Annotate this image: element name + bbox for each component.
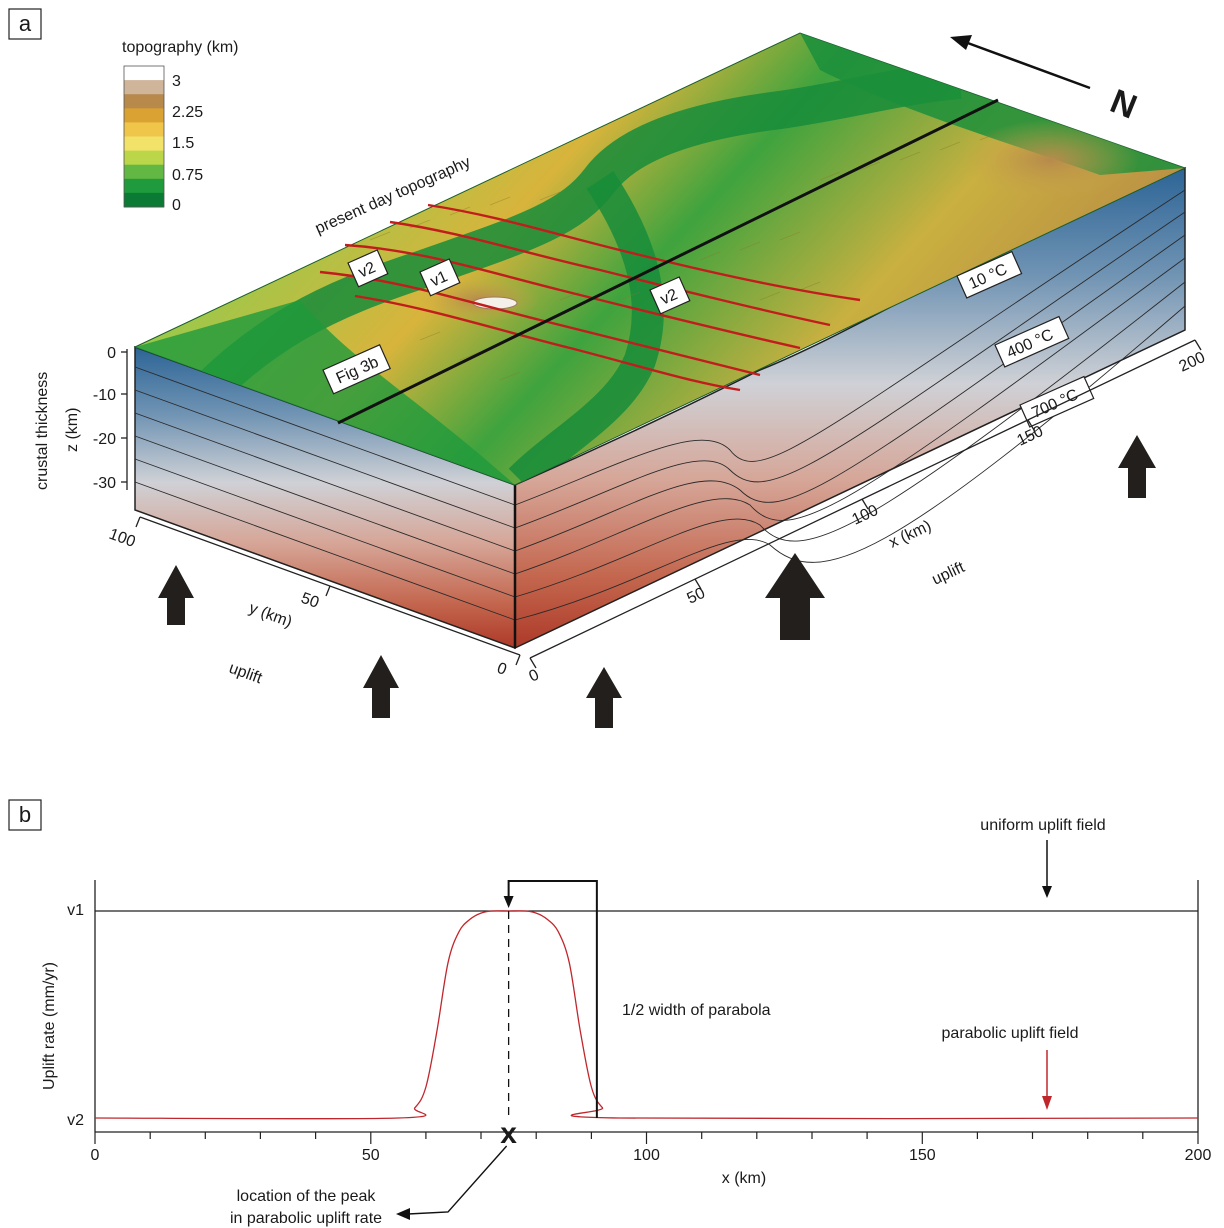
legend-swatch-6 bbox=[124, 150, 164, 166]
peak-label-line2: in parabolic uplift rate bbox=[230, 1210, 382, 1227]
uplift-label-left: uplift bbox=[227, 660, 265, 688]
zone-label-v2-left-text: v2 bbox=[356, 259, 378, 281]
chart-x-tick-100: 100 bbox=[633, 1147, 660, 1164]
legend-swatch-8 bbox=[124, 178, 164, 194]
legend-swatches bbox=[123, 65, 165, 208]
legend-title: topography (km) bbox=[122, 39, 239, 56]
zone-label-v2-left: v2 bbox=[347, 249, 389, 288]
half-width-label: 1/2 width of parabola bbox=[622, 1002, 771, 1019]
eastern-highland bbox=[960, 120, 1140, 200]
uniform-label: uniform uplift field bbox=[980, 817, 1105, 834]
block-layer-lines bbox=[134, 189, 1186, 621]
x-tick-0: 0 bbox=[527, 666, 542, 685]
half-width-arrowhead bbox=[503, 896, 514, 908]
z-tick-30: -30 bbox=[93, 475, 116, 492]
chart-x-label: x (km) bbox=[722, 1170, 766, 1187]
legend-swatch-3 bbox=[124, 108, 164, 123]
peak-label-line1: location of the peak bbox=[237, 1188, 377, 1205]
zone-label-v2-right: v2 bbox=[649, 276, 691, 315]
parabolic-arrow-head bbox=[1042, 1096, 1052, 1110]
topography-legend: topography (km) 3 2.25 1.5 0.75 0 bbox=[122, 39, 239, 214]
legend-swatch-0 bbox=[124, 66, 164, 81]
legend-swatch-1 bbox=[124, 80, 164, 95]
peak-pointer-arrowhead bbox=[396, 1208, 410, 1220]
y-tick-50: 50 bbox=[299, 590, 322, 612]
uplift-arrow-2 bbox=[363, 655, 399, 718]
panel-a-tag-text: a bbox=[19, 11, 32, 36]
z-axis-label-line2: z (km) bbox=[64, 408, 81, 452]
z-axis: 0 -10 -20 -30 crustal thickness z (km) bbox=[34, 345, 128, 492]
profile-line bbox=[337, 98, 999, 425]
legend-swatch-9 bbox=[124, 192, 164, 208]
x-tick-200: 200 bbox=[1177, 349, 1208, 376]
parabolic-label: parabolic uplift field bbox=[942, 1025, 1079, 1042]
legend-label-1-5: 1.5 bbox=[172, 135, 194, 152]
uniform-arrow-head bbox=[1042, 886, 1052, 898]
legend-swatch-5 bbox=[124, 136, 164, 152]
y-tick-0: 0 bbox=[495, 660, 509, 679]
legend-label-0-75: 0.75 bbox=[172, 167, 203, 184]
parabolic-uplift-curve bbox=[94, 910, 1199, 1120]
panel-b-tag: b bbox=[8, 799, 42, 831]
legend-swatch-7 bbox=[124, 164, 164, 180]
peak-pointer-line bbox=[407, 1145, 508, 1215]
north-label: N bbox=[1105, 82, 1142, 126]
half-width-bracket bbox=[507, 880, 598, 1118]
x-tick-50: 50 bbox=[685, 585, 708, 608]
chart-x-tick-0: 0 bbox=[91, 1147, 100, 1164]
uplift-zone-boundaries bbox=[319, 203, 861, 392]
z-axis-label-line1: crustal thickness bbox=[34, 372, 51, 490]
legend-label-2-25: 2.25 bbox=[172, 104, 203, 121]
x-tick-100: 100 bbox=[850, 502, 881, 529]
uplift-label-right: uplift bbox=[930, 559, 968, 589]
peak-marker: x bbox=[500, 1117, 517, 1150]
panel-b: b v1 v2 Uplift rate (mm/yr) x (km) 0 50 … bbox=[8, 799, 1211, 1227]
uplift-rate-chart: v1 v2 Uplift rate (mm/yr) x (km) 0 50 10… bbox=[41, 817, 1211, 1227]
uplift-arrow-4 bbox=[765, 553, 825, 640]
zone-label-v2-right-text: v2 bbox=[658, 286, 680, 308]
uplift-arrows bbox=[158, 435, 1156, 728]
chart-x-tick-200: 200 bbox=[1185, 1147, 1212, 1164]
z-tick-20: -20 bbox=[93, 431, 116, 448]
valley-branch bbox=[508, 171, 664, 485]
legend-label-3: 3 bbox=[172, 73, 181, 90]
chart-y-label: Uplift rate (mm/yr) bbox=[41, 962, 58, 1090]
zone-label-v1-text: v1 bbox=[428, 268, 450, 290]
legend-border bbox=[123, 65, 165, 208]
chart-x-tick-150: 150 bbox=[909, 1147, 936, 1164]
chart-x-tick-50: 50 bbox=[362, 1147, 380, 1164]
uplift-arrow-1 bbox=[158, 565, 194, 625]
southern-lowland bbox=[135, 300, 515, 485]
y-axis-label: y (km) bbox=[247, 600, 295, 631]
chart-x-ticks bbox=[94, 1132, 1199, 1144]
y-tick-v2: v2 bbox=[67, 1112, 84, 1129]
legend-swatch-2 bbox=[124, 94, 164, 109]
zone-label-v1: v1 bbox=[419, 258, 461, 297]
legend-swatch-4 bbox=[124, 122, 164, 137]
panel-a: a topography (km) 3 2.25 1.5 0.75 0 bbox=[8, 8, 1208, 728]
y-tick-100: 100 bbox=[107, 526, 138, 551]
legend-label-0: 0 bbox=[172, 197, 181, 214]
uplift-arrow-3 bbox=[586, 667, 622, 728]
topography-surface bbox=[133, 32, 1187, 486]
uplift-arrow-5 bbox=[1118, 435, 1156, 498]
panel-b-tag-text: b bbox=[19, 802, 31, 827]
panel-a-tag: a bbox=[8, 8, 42, 40]
y-tick-v1: v1 bbox=[67, 902, 84, 919]
z-tick-10: -10 bbox=[93, 387, 116, 404]
z-tick-0: 0 bbox=[107, 345, 116, 362]
